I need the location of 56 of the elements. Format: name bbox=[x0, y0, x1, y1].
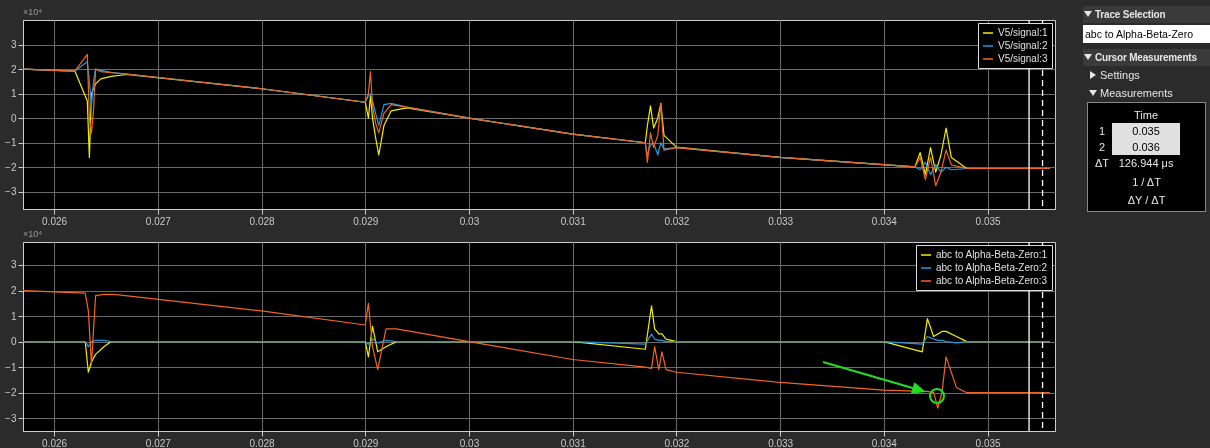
text: ΔY / ΔT bbox=[1127, 194, 1166, 206]
legend-label: V5/signal:3 bbox=[998, 53, 1048, 64]
y-tick-label: −3 bbox=[5, 186, 17, 198]
x-tick-label: 0.026 bbox=[42, 215, 68, 227]
text: Trace Selection bbox=[1095, 9, 1166, 20]
text: 1 bbox=[1097, 124, 1107, 139]
x-tick-label: 0.034 bbox=[871, 215, 898, 227]
x-tick-label: 0.032 bbox=[664, 215, 690, 227]
x-tick-label: 0.03 bbox=[459, 215, 480, 227]
text: 126.944 μs bbox=[1117, 156, 1175, 171]
y-tick-label: −1 bbox=[5, 137, 17, 149]
y-tick-label: 3 bbox=[10, 39, 17, 51]
text: 0.035 bbox=[1112, 123, 1181, 139]
y-tick-label: 2 bbox=[10, 63, 17, 75]
y-tick-label: −2 bbox=[5, 387, 17, 399]
text: 1 / ΔT bbox=[1132, 176, 1161, 188]
y-tick-label: 3 bbox=[10, 259, 17, 271]
y-tick-label: 1 bbox=[10, 310, 17, 322]
legend-label: abc to Alpha-Beta-Zero:3 bbox=[936, 275, 1048, 286]
x-tick-label: 0.029 bbox=[353, 215, 379, 227]
text: 0.036 bbox=[1112, 139, 1181, 155]
legend-label: abc to Alpha-Beta-Zero:2 bbox=[936, 262, 1048, 273]
text: Time bbox=[1133, 108, 1160, 123]
y-tick-label: 0 bbox=[10, 112, 17, 124]
x-tick-label: 0.035 bbox=[975, 215, 1002, 227]
x-tick-label: 0.032 bbox=[664, 437, 690, 448]
text: Cursor Measurements bbox=[1095, 52, 1197, 63]
legend-label: abc to Alpha-Beta-Zero:1 bbox=[936, 249, 1048, 260]
x-tick-label: 0.027 bbox=[145, 437, 172, 448]
text: abc to Alpha-Beta-Zero bbox=[1085, 28, 1193, 40]
x-tick-label: 0.031 bbox=[560, 437, 587, 448]
x-tick-label: 0.026 bbox=[42, 437, 68, 448]
legend-label: V5/signal:2 bbox=[998, 40, 1048, 51]
text: 2 bbox=[1097, 140, 1107, 155]
x-tick-label: 0.033 bbox=[768, 215, 794, 227]
text: Settings bbox=[1100, 69, 1140, 81]
x-tick-label: 0.03 bbox=[459, 437, 480, 448]
y-tick-label: 1 bbox=[10, 88, 17, 100]
y-tick-label: 2 bbox=[10, 285, 17, 297]
x-tick-label: 0.034 bbox=[871, 437, 898, 448]
y-tick-label: −1 bbox=[5, 361, 17, 373]
text: ΔT bbox=[1094, 156, 1111, 171]
text: Measurements bbox=[1100, 87, 1173, 99]
x-tick-label: 0.028 bbox=[249, 437, 275, 448]
x-tick-label: 0.028 bbox=[249, 215, 275, 227]
x-tick-label: 0.033 bbox=[768, 437, 794, 448]
y-tick-label: −2 bbox=[5, 161, 17, 173]
y-tick-label: −3 bbox=[5, 412, 17, 424]
x-tick-label: 0.035 bbox=[975, 437, 1002, 448]
x-tick-label: 0.029 bbox=[353, 437, 379, 448]
text: ×10⁴ bbox=[23, 229, 43, 240]
x-tick-label: 0.027 bbox=[145, 215, 172, 227]
y-tick-label: 0 bbox=[10, 336, 17, 348]
text: ×10⁴ bbox=[23, 7, 43, 18]
legend-label: V5/signal:1 bbox=[998, 27, 1048, 38]
x-tick-label: 0.031 bbox=[560, 215, 587, 227]
